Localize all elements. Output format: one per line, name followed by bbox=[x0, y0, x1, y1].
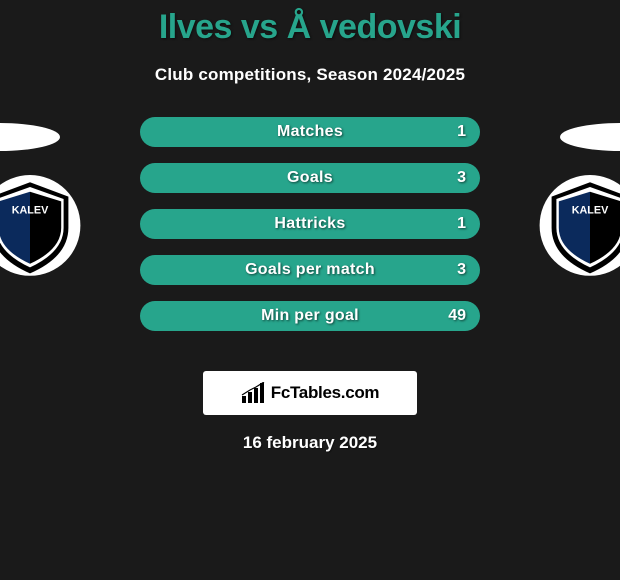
team-crest-right: KALEV bbox=[530, 175, 620, 295]
stat-row-matches: Matches 1 bbox=[140, 117, 480, 147]
match-title: Ilves vs Å vedovski bbox=[0, 8, 620, 47]
bar-chart-icon bbox=[241, 382, 267, 404]
right-ellipse bbox=[560, 123, 620, 151]
stat-label: Goals per match bbox=[245, 261, 375, 279]
shield-icon: KALEV bbox=[530, 175, 620, 295]
svg-text:KALEV: KALEV bbox=[572, 204, 609, 216]
stats-zone: KALEV KALEV Matches 1 Goals 3 bbox=[0, 117, 620, 357]
left-ellipse bbox=[0, 123, 60, 151]
stat-row-goals-per-match: Goals per match 3 bbox=[140, 255, 480, 285]
team-crest-left: KALEV bbox=[0, 175, 90, 295]
stat-label: Min per goal bbox=[261, 307, 359, 325]
svg-text:KALEV: KALEV bbox=[12, 204, 49, 216]
shield-icon: KALEV bbox=[0, 175, 90, 295]
brand-text: FcTables.com bbox=[271, 383, 380, 403]
season-subtitle: Club competitions, Season 2024/2025 bbox=[0, 65, 620, 85]
stat-value: 3 bbox=[457, 169, 466, 187]
stat-value: 1 bbox=[457, 215, 466, 233]
widget-container: Ilves vs Å vedovski Club competitions, S… bbox=[0, 0, 620, 453]
stat-value: 49 bbox=[448, 307, 466, 325]
stat-label: Goals bbox=[287, 169, 333, 187]
stat-value: 1 bbox=[457, 123, 466, 141]
stat-label: Hattricks bbox=[274, 215, 345, 233]
stat-row-hattricks: Hattricks 1 bbox=[140, 209, 480, 239]
stat-row-min-per-goal: Min per goal 49 bbox=[140, 301, 480, 331]
stat-row-goals: Goals 3 bbox=[140, 163, 480, 193]
stat-label: Matches bbox=[277, 123, 343, 141]
stat-value: 3 bbox=[457, 261, 466, 279]
stat-rows: Matches 1 Goals 3 Hattricks 1 Goals per … bbox=[140, 117, 480, 347]
footer-date: 16 february 2025 bbox=[0, 433, 620, 453]
brand-link[interactable]: FcTables.com bbox=[203, 371, 417, 415]
